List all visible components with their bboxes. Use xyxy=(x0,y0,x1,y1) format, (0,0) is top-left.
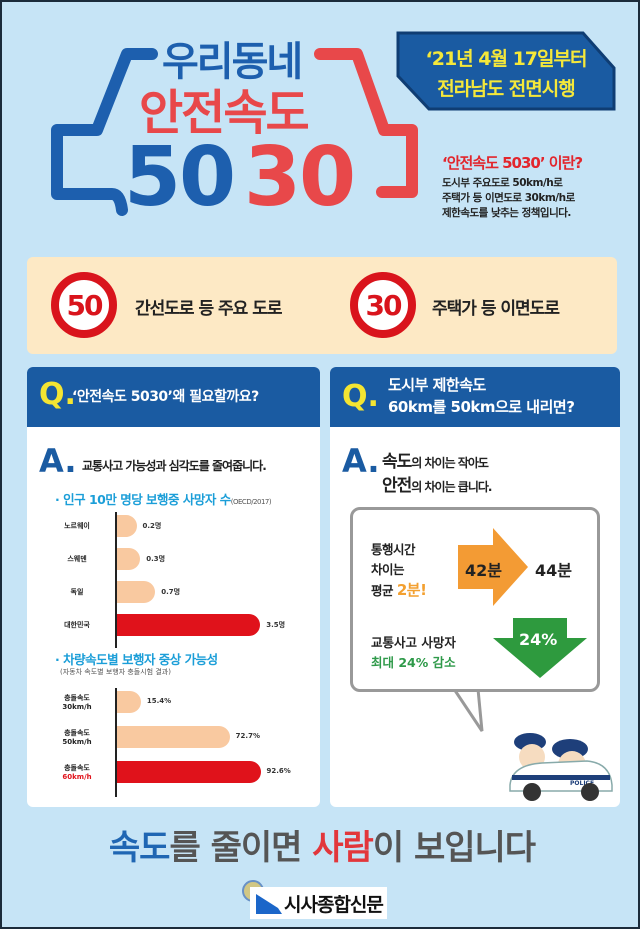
bubble-tail xyxy=(452,688,484,732)
travel-label: 통행시간 xyxy=(371,542,416,557)
logo-50: 50 xyxy=(124,130,236,225)
logo-line1: 우리동네 xyxy=(162,39,303,85)
chart1-source: (OECD/2017) xyxy=(230,498,272,506)
question-header: Q. 도시부 제한속도 60km를 50km으로 내리면? xyxy=(330,367,620,427)
book-logo-icon xyxy=(256,894,282,914)
question-header: Q. ‘안전속도 5030’왜 필요할까요? xyxy=(27,367,320,427)
definition-line: 제한속도를 낮추는 정책입니다. xyxy=(442,207,571,219)
police-car-mascot-icon: POLICE xyxy=(509,733,613,801)
q-mark: Q. xyxy=(342,379,379,414)
bar-label-line: 충돌속도 xyxy=(64,729,90,737)
q-mark: Q. xyxy=(39,377,76,412)
time-after: 44분 xyxy=(535,561,572,580)
fatal-label: 교통사고 사망자 xyxy=(371,635,456,650)
slogan: 속도를 줄이면 사람이 보입니다 xyxy=(2,820,638,869)
question-line2: 60km를 50km으로 내리면? xyxy=(388,398,575,416)
bar xyxy=(117,515,137,537)
orange-arrow-icon xyxy=(458,528,528,606)
answer-rest: 의 차이는 큽니다. xyxy=(411,480,492,494)
definition-line: 주택가 등 이면도로 30km/h로 xyxy=(442,192,575,204)
bar xyxy=(117,691,141,713)
speed-limit-band: 50 간선도로 등 주요 도로 30 주택가 등 이면도로 xyxy=(27,257,617,354)
answer-line1: 속도의 차이는 작아도 xyxy=(382,447,489,472)
question-text: ‘안전속도 5030’왜 필요할까요? xyxy=(72,389,259,405)
slogan-part: 속도 xyxy=(108,828,171,868)
green-down-arrow-icon xyxy=(493,618,587,678)
bar-value-label: 0.3명 xyxy=(146,555,166,563)
chart-axis xyxy=(115,512,117,648)
date-line1: ‘21년 4월 17일부터 xyxy=(425,48,588,70)
watermark-text: 시사종합신문 xyxy=(284,893,384,916)
bar-label-line: 30km/h xyxy=(62,703,92,711)
speed-limit-50-sign: 50 xyxy=(51,272,117,338)
bar xyxy=(117,548,141,570)
travel-diff: 2분! xyxy=(396,581,427,599)
chart2-source: (자동차 속도별 보행자 충돌시험 결과) xyxy=(60,668,171,676)
logo-30: 30 xyxy=(244,130,356,225)
a-mark: A. xyxy=(39,442,77,480)
logo-line2: 안전속도 xyxy=(139,85,310,141)
bar-value-label: 15.4% xyxy=(146,697,172,705)
fatal-sub: 최대 24% 감소 xyxy=(371,655,456,670)
bar xyxy=(117,761,261,783)
date-line2: 전라남도 전면시행 xyxy=(437,78,575,100)
speed-30-label: 주택가 등 이면도로 xyxy=(432,299,560,319)
speed-limit-30-sign: 30 xyxy=(350,272,416,338)
speed-50-label: 간선도로 등 주요 도로 xyxy=(135,299,283,319)
bar-value-label: 0.7명 xyxy=(161,588,181,596)
slogan-part: 이 보입니다 xyxy=(372,828,536,868)
fatal-arrow-value: 24% xyxy=(519,630,558,649)
chart-axis xyxy=(115,688,117,797)
answer-emph: 속도 xyxy=(382,452,412,472)
date-badge: ‘21년 4월 17일부터 전라남도 전면시행 xyxy=(395,30,617,112)
bar-value-label: 3.5명 xyxy=(266,621,286,629)
bar-value-label: 92.6% xyxy=(266,767,291,775)
bar-label: 대한민국 xyxy=(64,621,90,629)
bar-label-line: 충돌속도 xyxy=(64,694,90,702)
travel-label: 차이는 xyxy=(371,562,405,577)
time-before: 42분 xyxy=(465,561,502,580)
slogan-part: 사람 xyxy=(312,828,374,868)
bar-value-label: 72.7% xyxy=(235,732,260,740)
bar-label: 충돌속도 60km/h xyxy=(47,764,107,782)
bar-label: 스웨덴 xyxy=(67,555,87,563)
slogan-part: 를 줄이면 xyxy=(169,828,313,868)
bar-label: 노르웨이 xyxy=(64,522,90,530)
bar-label-line: 60km/h xyxy=(62,773,92,781)
speech-bubble: 통행시간 차이는 평균 2분! 42분 44분 교통사고 사망자 최대 24% … xyxy=(350,507,600,692)
chart1-title-text: · 인구 10만 명당 보행중 사망자 수 xyxy=(55,492,231,507)
bar-label: 독일 xyxy=(70,588,84,596)
bar xyxy=(117,726,230,748)
definition-title: ‘안전속도 5030’ 이란? xyxy=(442,154,583,172)
answer-emph: 안전 xyxy=(382,476,412,496)
car-outline-logo xyxy=(51,48,418,216)
police-text: POLICE xyxy=(570,780,594,787)
chart2-title: · 차량속도별 보행자 중상 가능성 xyxy=(55,652,218,667)
bar xyxy=(117,614,261,636)
travel-label: 평균 xyxy=(371,583,397,598)
bar-label-line: 50km/h xyxy=(62,738,92,746)
answer-rest: 의 차이는 작아도 xyxy=(411,456,489,470)
question-line1: 도시부 제한속도 xyxy=(388,376,486,394)
bar-value-label: 0.2명 xyxy=(142,522,162,530)
a-mark: A. xyxy=(342,442,380,480)
bar-label: 충돌속도 50km/h xyxy=(47,729,107,747)
watermark-logo: 시사종합신문 xyxy=(250,887,387,919)
bar-label: 충돌속도 30km/h xyxy=(47,694,107,712)
chart1-title: · 인구 10만 명당 보행중 사망자 수(OECD/2017) xyxy=(55,489,272,508)
bar xyxy=(117,581,156,603)
answer-line2: 안전의 차이는 큽니다. xyxy=(382,471,492,496)
left-panel: Q. ‘안전속도 5030’왜 필요할까요? A. 교통사고 가능성과 심각도를… xyxy=(27,367,320,807)
bar-label-line: 충돌속도 xyxy=(64,764,90,772)
definition-line: 도시부 주요도로 50km/h로 xyxy=(442,177,563,189)
answer-text: 교통사고 가능성과 심각도를 줄여줍니다. xyxy=(82,459,267,473)
